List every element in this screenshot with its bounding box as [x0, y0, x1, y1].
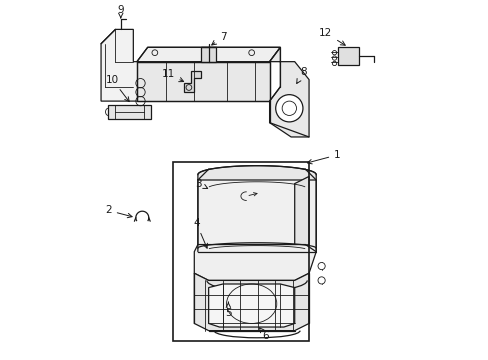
Circle shape [275, 95, 303, 122]
Circle shape [317, 262, 325, 270]
Text: 5: 5 [224, 302, 231, 318]
Polygon shape [269, 47, 308, 137]
Text: 6: 6 [259, 328, 269, 341]
Polygon shape [183, 71, 201, 92]
Text: 10: 10 [105, 75, 129, 102]
Text: 12: 12 [319, 28, 345, 45]
Text: 7: 7 [211, 32, 226, 45]
Text: 2: 2 [105, 206, 132, 218]
Polygon shape [198, 169, 316, 252]
Text: 11: 11 [161, 69, 183, 82]
Polygon shape [108, 105, 151, 119]
Polygon shape [194, 244, 316, 280]
Polygon shape [101, 30, 144, 101]
Polygon shape [294, 176, 308, 248]
Circle shape [317, 277, 325, 284]
Polygon shape [194, 273, 308, 330]
Polygon shape [337, 47, 359, 65]
Polygon shape [198, 166, 316, 180]
Polygon shape [137, 47, 280, 62]
Bar [172, 162, 308, 341]
Text: 4: 4 [193, 218, 207, 248]
Text: 9: 9 [117, 5, 124, 18]
Polygon shape [137, 62, 269, 101]
Polygon shape [208, 284, 294, 327]
Text: 8: 8 [296, 67, 306, 84]
Text: 3: 3 [194, 179, 207, 189]
Text: 1: 1 [307, 150, 340, 164]
Polygon shape [201, 47, 215, 62]
